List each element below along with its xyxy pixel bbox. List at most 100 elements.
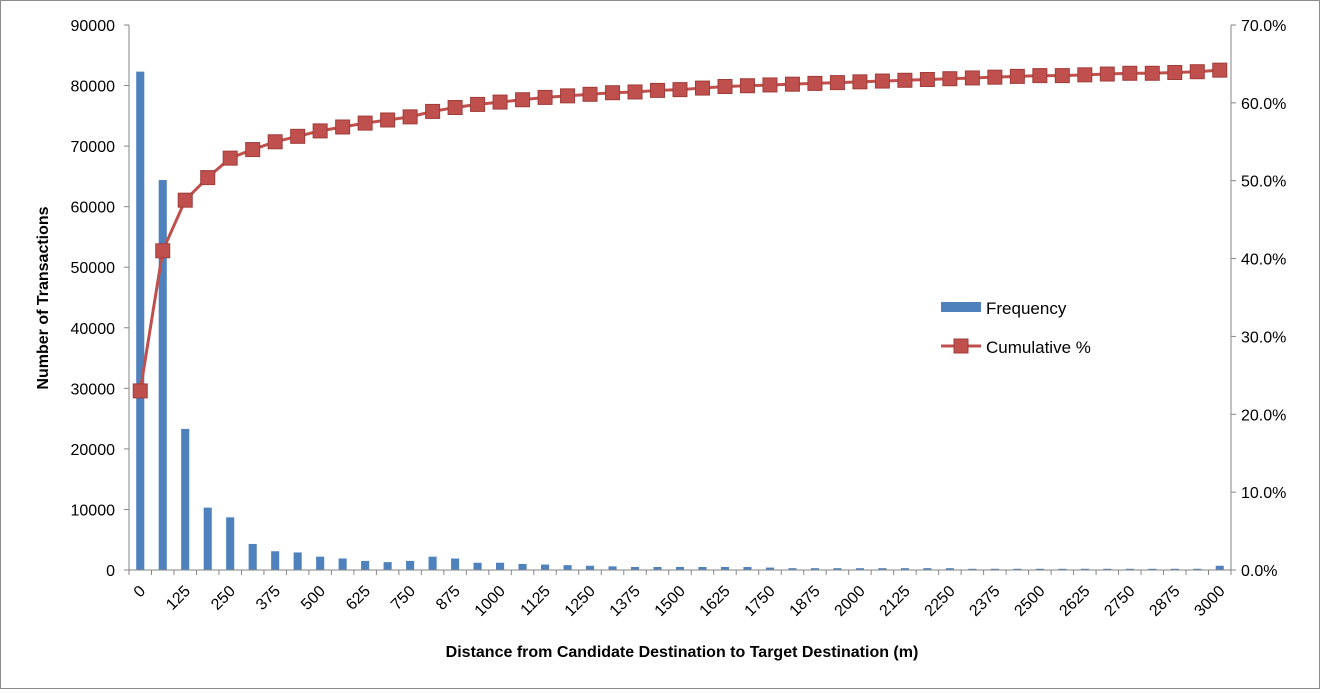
bar-frequency <box>473 562 482 570</box>
x-tick-label: 2375 <box>966 583 1003 620</box>
y-tick-label: 70000 <box>71 139 116 156</box>
bar-frequency <box>765 567 775 570</box>
bar-frequency <box>496 562 505 570</box>
point-cumulative <box>852 74 868 90</box>
x-tick-label: 875 <box>433 583 464 614</box>
point-cumulative <box>245 142 261 158</box>
y2-tick-label: 50.0% <box>1241 174 1286 191</box>
bar-frequency <box>675 566 685 570</box>
bar-frequency <box>361 560 370 570</box>
x-tick-label: 625 <box>343 583 374 614</box>
y-tick-label: 0 <box>106 563 115 580</box>
x-tick-label: 1000 <box>472 583 509 620</box>
point-cumulative <box>1099 66 1115 82</box>
y2-tick-label: 70.0% <box>1241 18 1286 35</box>
bar-frequency <box>293 552 302 570</box>
point-cumulative <box>672 82 688 98</box>
x-tick-label: 2625 <box>1056 583 1093 620</box>
point-cumulative <box>1054 68 1070 84</box>
tick-labels: 0100002000030000400005000060000700008000… <box>71 18 1287 620</box>
bar-frequency <box>968 568 977 570</box>
y-tick-label: 40000 <box>71 321 116 338</box>
bar-frequency <box>451 558 460 570</box>
bar-frequency <box>833 568 842 570</box>
y-axis-title: Number of Transactions <box>35 206 52 389</box>
x-tick-label: 125 <box>163 583 194 614</box>
point-cumulative <box>222 150 238 166</box>
x-tick-label: 1250 <box>562 583 599 620</box>
bar-frequency <box>608 566 617 570</box>
bar-frequency <box>743 566 752 570</box>
bar-frequency <box>1170 568 1179 570</box>
x-tick-label: 2125 <box>877 583 914 620</box>
x-tick-label: 750 <box>388 583 419 614</box>
y2-tick-label: 0.0% <box>1241 563 1277 580</box>
point-cumulative <box>1189 64 1205 80</box>
point-cumulative <box>627 84 643 100</box>
x-tick-label: 2875 <box>1146 583 1183 620</box>
bar-frequency <box>1035 568 1044 570</box>
bar-frequency <box>203 507 212 570</box>
x-tick-label: 500 <box>298 583 329 614</box>
y2-tick-label: 60.0% <box>1241 96 1286 113</box>
point-cumulative <box>987 69 1003 85</box>
bar-frequency <box>428 556 437 570</box>
bar-frequency <box>1013 568 1022 570</box>
point-cumulative <box>739 78 755 94</box>
x-tick-label: 1125 <box>518 583 554 619</box>
bar-frequency <box>1103 568 1112 570</box>
legend: Frequency Cumulative % <box>941 299 1091 357</box>
y-tick-label: 10000 <box>71 502 116 519</box>
point-cumulative <box>1144 65 1160 81</box>
bar-frequency <box>158 180 167 570</box>
point-cumulative <box>425 103 441 119</box>
bar-frequency <box>518 563 527 570</box>
point-cumulative <box>1009 68 1025 84</box>
point-cumulative <box>964 70 980 86</box>
bar-series-frequency <box>136 71 1224 570</box>
point-cumulative <box>492 94 508 110</box>
bar-frequency <box>720 566 730 570</box>
x-tick-label: 1375 <box>607 583 644 620</box>
bar-frequency <box>1148 568 1157 570</box>
point-cumulative <box>807 75 823 91</box>
y2-tick-label: 20.0% <box>1241 407 1286 424</box>
axes <box>124 24 1236 575</box>
bar-frequency <box>900 568 909 570</box>
point-cumulative <box>537 89 553 105</box>
bar-frequency <box>1193 568 1202 570</box>
point-cumulative <box>605 85 621 101</box>
y-tick-label: 80000 <box>71 79 116 96</box>
point-cumulative <box>784 76 800 92</box>
point-cumulative <box>1122 65 1138 81</box>
point-cumulative <box>582 86 598 102</box>
bar-frequency <box>226 517 235 570</box>
line-series-cumulative <box>132 62 1228 399</box>
x-tick-label: 1625 <box>697 583 734 620</box>
point-cumulative <box>1212 62 1228 78</box>
bar-frequency <box>316 556 325 570</box>
legend-label-frequency: Frequency <box>986 299 1067 318</box>
point-cumulative <box>155 243 171 259</box>
bar-frequency <box>136 71 145 570</box>
point-cumulative <box>402 109 418 125</box>
bar-frequency <box>1058 568 1067 570</box>
y-tick-label: 20000 <box>71 442 116 459</box>
legend-label-cumulative: Cumulative % <box>986 338 1091 357</box>
bar-frequency <box>585 565 595 570</box>
x-tick-label: 250 <box>208 583 239 614</box>
x-tick-label: 2000 <box>832 583 869 620</box>
x-axis-title: Distance from Candidate Destination to T… <box>446 644 919 661</box>
x-tick-label: 2250 <box>922 583 959 620</box>
bar-frequency <box>406 560 415 570</box>
point-cumulative <box>874 73 890 89</box>
bar-frequency <box>181 428 190 570</box>
bar-frequency <box>383 562 392 570</box>
bar-frequency <box>810 568 819 570</box>
x-tick-label: 2500 <box>1011 583 1048 620</box>
point-cumulative <box>132 383 148 399</box>
x-tick-label: 0 <box>131 583 149 601</box>
point-cumulative <box>694 80 710 96</box>
